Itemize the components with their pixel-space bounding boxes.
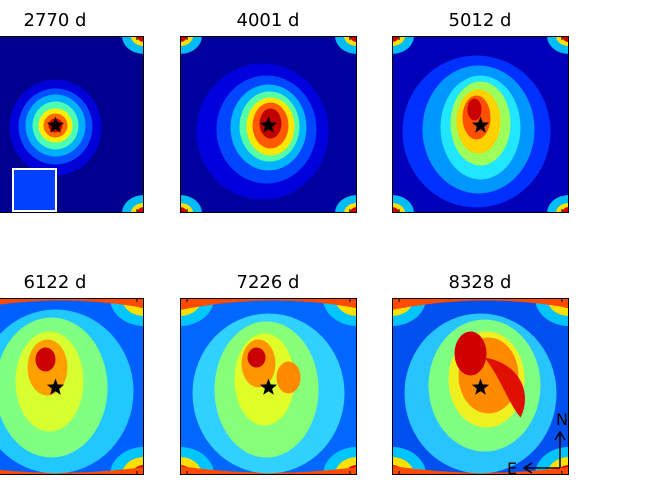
north-arrowhead [554, 430, 566, 441]
edge-glow [392, 298, 569, 310]
heatmap-panel [0, 36, 144, 213]
panel-title: 5012 d [448, 10, 512, 31]
east-arrowhead [522, 462, 533, 474]
contour-level [35, 347, 56, 372]
contour-level [454, 331, 487, 376]
edge-glow [137, 207, 144, 213]
heatmap-panel [180, 298, 357, 475]
contour-level [484, 357, 525, 418]
edge-glow [350, 36, 357, 42]
center-star-marker [471, 378, 490, 395]
contour-level [247, 347, 266, 368]
edge-glow [180, 36, 187, 42]
contour-level [467, 98, 482, 121]
edge-glow [562, 36, 569, 42]
compass-arrows [522, 430, 566, 474]
center-star-marker [259, 116, 278, 133]
edge-glow [180, 207, 187, 213]
panel-title: 6122 d [23, 272, 87, 293]
compass-east-label: E [507, 459, 518, 478]
edge-glow [392, 466, 569, 475]
center-star-marker [46, 378, 65, 395]
panel-title: 4001 d [236, 10, 300, 31]
panel-frame [392, 36, 569, 213]
panel-frame [180, 298, 357, 475]
heatmap-panel [392, 36, 569, 213]
center-star-marker [471, 116, 490, 133]
edge-glow [392, 36, 399, 42]
edge-glow [392, 207, 399, 213]
panel-title: 8328 d [448, 272, 512, 293]
beam-inset-box [12, 168, 57, 212]
panel-frame [392, 298, 569, 475]
edge-glow [350, 207, 357, 213]
contour-level [276, 361, 301, 394]
panel-frame [0, 298, 144, 475]
edge-glow [137, 36, 144, 42]
edge-glow [180, 466, 357, 475]
edge-glow [562, 207, 569, 213]
panel-title: 2770 d [23, 10, 87, 31]
heatmap-panel [392, 298, 569, 475]
compass-north-label: N [556, 410, 568, 429]
edge-glow [180, 298, 357, 310]
panel-title: 7226 d [236, 272, 300, 293]
heatmap-panel [180, 36, 357, 213]
edge-glow [0, 467, 144, 475]
heatmap-panel [0, 298, 144, 475]
center-star-marker [259, 378, 278, 395]
panel-frame [180, 36, 357, 213]
center-star-marker [46, 116, 65, 133]
panel-frame [0, 36, 144, 213]
edge-glow [0, 298, 144, 308]
